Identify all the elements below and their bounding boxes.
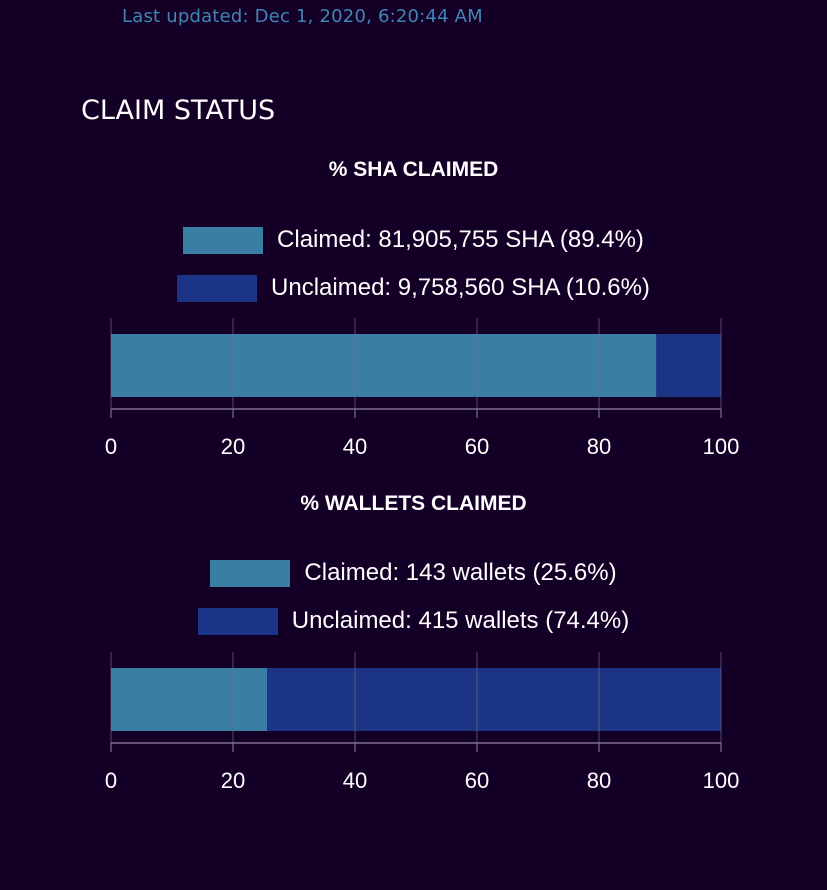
legend-swatch bbox=[197, 607, 278, 635]
legend-swatch bbox=[177, 274, 258, 302]
legend-item-unclaimed[interactable]: Unclaimed: 9,758,560 SHA (10.6%) bbox=[0, 273, 827, 303]
last-updated-timestamp: Last updated: Dec 1, 2020, 6:20:44 AM bbox=[122, 6, 483, 27]
bar-unclaimed bbox=[267, 668, 721, 731]
x-tick-label: 0 bbox=[105, 434, 117, 459]
chart-title: % SHA CLAIMED bbox=[328, 158, 499, 181]
x-tick-label: 20 bbox=[221, 434, 245, 459]
x-tick-label: 40 bbox=[343, 434, 367, 459]
legend-item-claimed[interactable]: Claimed: 81,905,755 SHA (89.4%) bbox=[0, 225, 827, 255]
x-tick-label: 20 bbox=[221, 768, 245, 793]
x-tick-label: 80 bbox=[587, 768, 611, 793]
x-tick-label: 100 bbox=[703, 768, 740, 793]
x-tick-label: 60 bbox=[465, 768, 489, 793]
bar-claimed bbox=[111, 668, 268, 731]
legend-item-claimed[interactable]: Claimed: 143 wallets (25.6%) bbox=[0, 558, 827, 588]
sha-claimed-plot: 0 20 40 60 80 100 bbox=[105, 318, 740, 459]
legend-swatch bbox=[183, 226, 264, 254]
legend-label: Claimed: 143 wallets (25.6%) bbox=[304, 559, 617, 586]
legend-swatch bbox=[210, 559, 291, 587]
legend-label: Claimed: 81,905,755 SHA (89.4%) bbox=[277, 226, 644, 253]
legend-label: Unclaimed: 415 wallets (74.4%) bbox=[291, 607, 630, 634]
x-tick-label: 40 bbox=[343, 768, 367, 793]
legend-item-unclaimed[interactable]: Unclaimed: 415 wallets (74.4%) bbox=[0, 606, 827, 636]
bar-claimed bbox=[111, 334, 657, 397]
wallets-claimed-plot: 0 20 40 60 80 100 bbox=[105, 652, 740, 793]
x-tick-label: 0 bbox=[105, 768, 117, 793]
bar-unclaimed bbox=[656, 334, 721, 397]
x-tick-label: 60 bbox=[465, 434, 489, 459]
chart-title: % WALLETS CLAIMED bbox=[300, 492, 527, 515]
legend-label: Unclaimed: 9,758,560 SHA (10.6%) bbox=[271, 274, 650, 301]
x-tick-label: 100 bbox=[703, 434, 740, 459]
x-tick-label: 80 bbox=[587, 434, 611, 459]
section-title: CLAIM STATUS bbox=[81, 95, 276, 126]
